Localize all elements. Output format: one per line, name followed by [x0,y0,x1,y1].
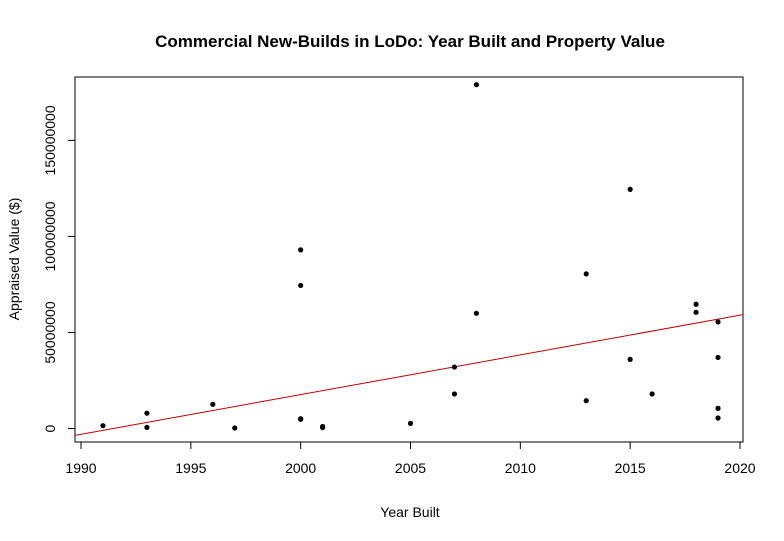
trend-line-group [75,314,743,436]
x-tick-label: 2010 [505,460,536,476]
data-point [232,425,238,431]
data-point [583,398,589,404]
x-tick-label: 2020 [724,460,755,476]
data-point [693,309,699,315]
data-point [144,410,150,416]
data-point [715,405,721,411]
data-point [451,364,458,370]
data-point [473,310,479,316]
x-tick-label: 2015 [615,460,646,476]
x-tick-label: 1990 [65,460,96,476]
data-point [715,354,721,361]
data-point [100,423,106,429]
x-tick-label: 2000 [285,460,316,476]
data-point [473,82,479,88]
data-point [320,424,326,431]
y-tick-label: 100000000 [42,201,58,271]
trend-line [75,314,743,436]
data-point [144,424,150,430]
chart-title: Commercial New-Builds in LoDo: Year Buil… [155,32,665,51]
data-point [627,186,633,192]
y-axis: 0 50000000 100000000 150000000 [42,105,76,432]
x-tick-label: 1995 [175,460,206,476]
data-point [210,401,216,407]
y-tick-label: 0 [42,424,58,432]
data-point [298,247,304,253]
data-point [715,319,721,325]
plot-frame [74,76,744,443]
data-point [693,301,699,307]
data-point [298,416,304,422]
data-points-group [100,82,721,431]
y-axis-label: Appraised Value ($) [6,198,22,321]
x-axis: 1990 1995 2000 2005 2010 2015 2020 [65,441,756,476]
data-point [451,391,458,397]
data-point [298,282,304,289]
x-tick-label: 2005 [395,460,426,476]
data-point [407,420,414,426]
y-tick-label: 50000000 [42,301,58,364]
y-tick-label: 150000000 [42,105,58,175]
data-point [583,271,589,277]
data-point [649,391,655,397]
data-point [627,356,633,362]
x-axis-label: Year Built [380,504,440,520]
data-point [715,415,721,421]
